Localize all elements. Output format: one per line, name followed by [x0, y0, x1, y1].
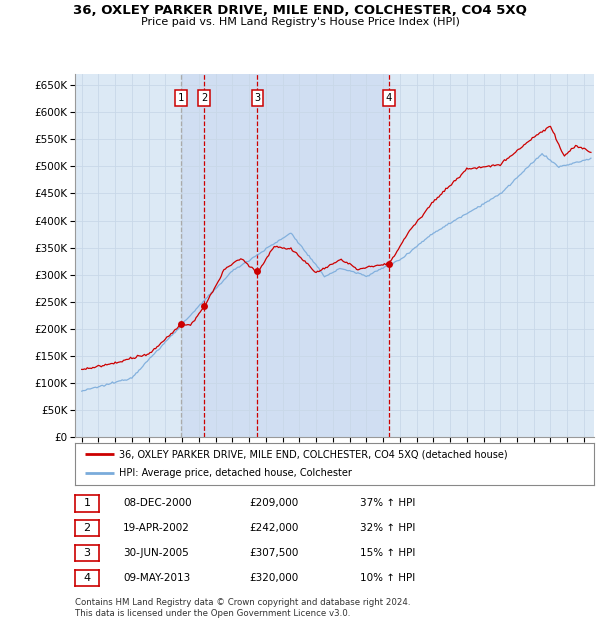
- Bar: [181, 74, 389, 437]
- Text: £320,000: £320,000: [249, 573, 298, 583]
- Text: 30-JUN-2005: 30-JUN-2005: [123, 548, 189, 558]
- Text: 37% ↑ HPI: 37% ↑ HPI: [360, 498, 415, 508]
- Text: 1: 1: [83, 498, 91, 508]
- Text: Contains HM Land Registry data © Crown copyright and database right 2024.
This d: Contains HM Land Registry data © Crown c…: [75, 598, 410, 618]
- Text: 09-MAY-2013: 09-MAY-2013: [123, 573, 190, 583]
- Text: 10% ↑ HPI: 10% ↑ HPI: [360, 573, 415, 583]
- Text: 2: 2: [83, 523, 91, 533]
- Text: £209,000: £209,000: [249, 498, 298, 508]
- Text: 3: 3: [83, 548, 91, 558]
- Text: 36, OXLEY PARKER DRIVE, MILE END, COLCHESTER, CO4 5XQ (detached house): 36, OXLEY PARKER DRIVE, MILE END, COLCHE…: [119, 449, 508, 459]
- Text: 08-DEC-2000: 08-DEC-2000: [123, 498, 191, 508]
- Text: 32% ↑ HPI: 32% ↑ HPI: [360, 523, 415, 533]
- Text: 15% ↑ HPI: 15% ↑ HPI: [360, 548, 415, 558]
- Text: £242,000: £242,000: [249, 523, 298, 533]
- Text: HPI: Average price, detached house, Colchester: HPI: Average price, detached house, Colc…: [119, 469, 352, 479]
- Text: 3: 3: [254, 93, 260, 103]
- Text: £307,500: £307,500: [249, 548, 298, 558]
- Text: 4: 4: [83, 573, 91, 583]
- Text: 4: 4: [386, 93, 392, 103]
- Text: 1: 1: [178, 93, 184, 103]
- Text: 19-APR-2002: 19-APR-2002: [123, 523, 190, 533]
- Text: 2: 2: [201, 93, 207, 103]
- Text: 36, OXLEY PARKER DRIVE, MILE END, COLCHESTER, CO4 5XQ: 36, OXLEY PARKER DRIVE, MILE END, COLCHE…: [73, 4, 527, 17]
- Text: Price paid vs. HM Land Registry's House Price Index (HPI): Price paid vs. HM Land Registry's House …: [140, 17, 460, 27]
